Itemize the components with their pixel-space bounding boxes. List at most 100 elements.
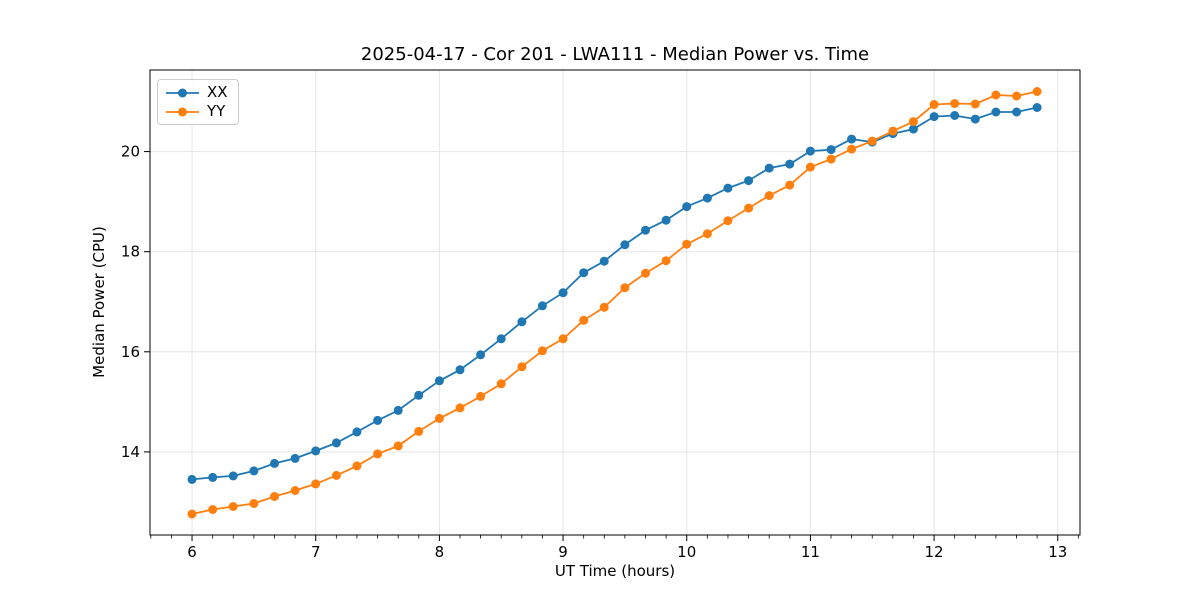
y-tick-label: 20 (121, 143, 140, 161)
x-tick-label: 13 (1048, 543, 1067, 561)
series-yy-marker (826, 154, 836, 164)
series-yy-marker (702, 229, 712, 239)
series-yy-marker (682, 239, 692, 249)
x-axis-label: UT Time (hours) (554, 562, 676, 580)
y-tick-label: 14 (121, 443, 140, 461)
legend-label-xx: XX (207, 83, 228, 101)
x-tick-label: 9 (558, 543, 568, 561)
series-xx-marker (682, 202, 692, 212)
series-yy-marker (414, 426, 424, 436)
series-yy-marker (764, 191, 774, 201)
series-xx-marker (908, 124, 918, 134)
y-axis-label: Median Power (CPU) (90, 226, 108, 378)
y-tick-label: 18 (121, 243, 140, 261)
series-yy-marker (620, 283, 630, 293)
series-yy-marker (744, 203, 754, 213)
series-xx-marker (950, 111, 960, 120)
series-xx-marker (517, 317, 527, 327)
x-tick-label: 11 (801, 543, 820, 561)
legend-item-xx: XX (166, 85, 228, 100)
series-xx-marker (805, 146, 815, 156)
series-yy-marker (1012, 91, 1022, 101)
series-yy-marker (352, 461, 362, 471)
series-yy-marker (805, 162, 815, 172)
x-tick-label: 10 (677, 543, 696, 561)
series-yy-marker (393, 441, 403, 451)
series-xx-marker (599, 256, 609, 266)
legend: XX YY (157, 79, 239, 125)
series-xx-marker (1032, 103, 1042, 112)
series-xx-marker (764, 163, 774, 173)
series-yy-marker (888, 126, 898, 136)
series-yy-marker (208, 505, 218, 514)
legend-line-marker-icon (166, 107, 199, 116)
series-xx-marker (270, 458, 279, 468)
series-yy-marker (929, 100, 939, 109)
series-xx-marker (208, 472, 218, 482)
series-xx-marker (393, 405, 403, 415)
series-yy-marker (1032, 87, 1042, 96)
series-yy-marker (496, 379, 506, 389)
series-xx-marker (620, 240, 630, 250)
series-yy-marker (867, 136, 877, 146)
series-xx-marker (723, 183, 733, 193)
series-xx-marker (702, 193, 712, 203)
series-yy-marker (950, 99, 960, 108)
series-xx-marker (929, 112, 939, 122)
series-xx-marker (187, 474, 197, 484)
series-xx-marker (373, 415, 383, 425)
series-yy-marker (599, 302, 609, 312)
y-tick-label: 16 (121, 343, 140, 361)
legend-line-marker-icon (166, 88, 199, 97)
x-tick-label: 6 (187, 543, 197, 561)
series-xx-marker (785, 159, 795, 169)
series-xx-marker (228, 471, 238, 481)
series-xx-marker (331, 438, 341, 448)
series-xx-marker (455, 365, 465, 375)
series-xx-marker (991, 107, 1001, 117)
series-yy-marker (187, 509, 197, 519)
x-tick-label: 7 (311, 543, 321, 561)
series-xx-marker (558, 288, 568, 298)
series-yy-marker (434, 413, 444, 423)
series-yy-marker (723, 216, 733, 226)
series-xx-marker (1012, 107, 1022, 117)
series-yy-marker (517, 362, 527, 372)
series-xx-marker (290, 453, 300, 463)
series-yy-marker (579, 315, 589, 325)
x-tick-label: 12 (925, 543, 944, 561)
series-yy-marker (908, 117, 918, 127)
x-tick-label: 8 (435, 543, 445, 561)
series-yy-marker (970, 99, 980, 109)
series-xx-marker (496, 334, 506, 344)
series-xx-marker (414, 390, 424, 400)
legend-item-yy: YY (166, 104, 228, 119)
series-yy-marker (331, 470, 341, 480)
legend-label-yy: YY (207, 102, 226, 120)
series-yy-marker (991, 90, 1001, 100)
series-yy-marker (661, 256, 671, 266)
series-yy-marker (228, 502, 238, 511)
series-xx-marker (970, 114, 980, 124)
axes-spines (149, 69, 1081, 536)
series-yy-marker (270, 492, 279, 501)
series-xx-marker (826, 145, 836, 155)
series-xx-line (191, 106, 1038, 481)
series-yy-marker (373, 449, 383, 459)
series-yy-marker (641, 268, 650, 278)
series-yy-marker (476, 391, 486, 401)
chart-title: 2025-04-17 - Cor 201 - LWA111 - Median P… (360, 44, 870, 65)
series-yy-marker (537, 346, 547, 356)
series-yy-marker (455, 403, 465, 413)
series-xx-marker (661, 215, 671, 225)
series-yy-marker (290, 486, 300, 495)
series-xx-marker (476, 350, 486, 360)
series-xx-marker (434, 376, 444, 386)
series-yy-marker (847, 144, 857, 154)
series-xx-marker (744, 176, 754, 186)
series-xx-marker (249, 466, 259, 476)
series-xx-marker (641, 225, 650, 235)
series-yy-marker (558, 334, 568, 344)
